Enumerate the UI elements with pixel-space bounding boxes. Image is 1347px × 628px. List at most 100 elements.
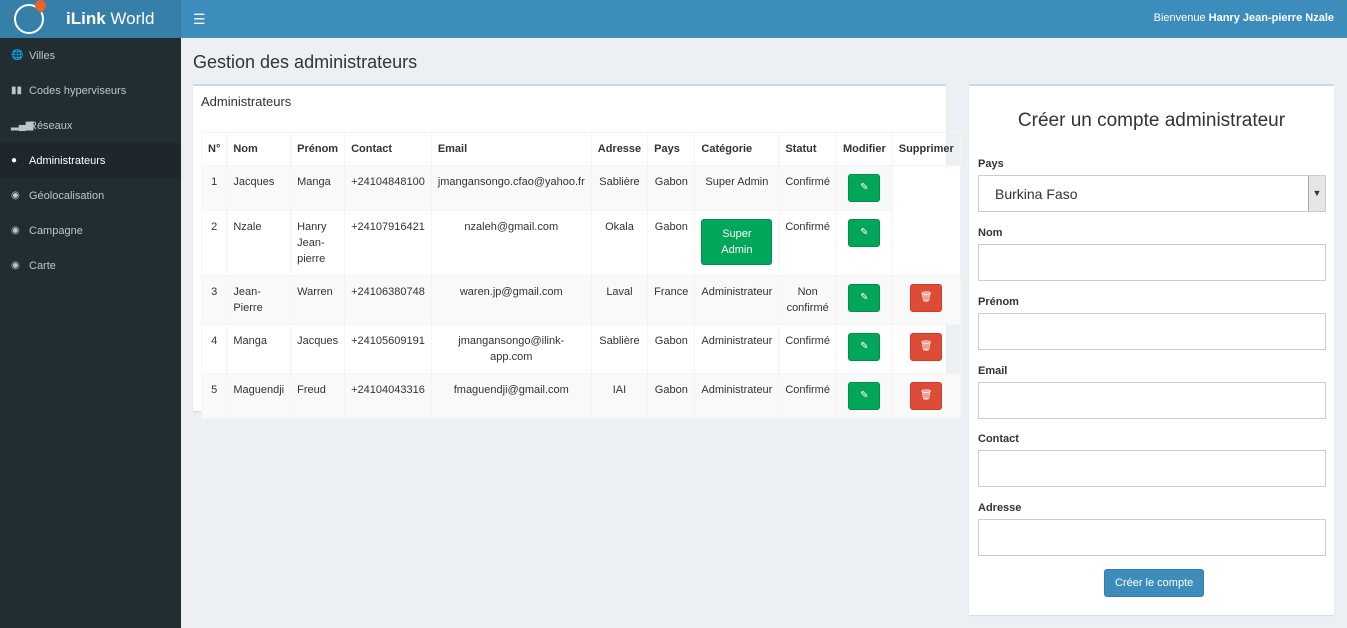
category: Administrateur [701,335,773,347]
logo[interactable]: iLink World [0,0,181,38]
cell-prenom: Hanry Jean-pierre [290,210,346,276]
globe-pin-logo-icon [14,4,44,34]
cell-categorie: Administrateur [694,324,780,374]
cell-prenom: Manga [290,165,346,211]
column-header: Contact [344,132,432,166]
admin-table: N° Nom Prénom Contact Email Adresse Pays Catégo… [200,132,961,419]
edit-icon: ✎ [860,341,869,352]
cell-nom: Manga [226,324,292,374]
cell-statut: Confirmé [778,373,837,419]
delete-button[interactable]: 🗑 [910,284,943,312]
cell-contact: +24104848100 [344,165,432,211]
delete-button[interactable]: 🗑 [910,333,943,361]
table-row: 5 Maguendji Freud +24104043316 fmaguendj… [200,373,961,419]
edit-button[interactable]: ✎ [848,284,881,312]
cell-n: 1 [200,165,228,211]
sidebar-item-2[interactable]: ▂▄▆ Réseaux [0,108,181,143]
table-row: 1 Jacques Manga +24104848100 jmangansong… [200,165,961,211]
sidebar: 🌐 Villes ▮▮ Codes hyperviseurs ▂▄▆ Réseaux ● Ad… [0,38,181,628]
edit-button[interactable]: ✎ [848,219,881,247]
map-marker-icon: ◉ [11,260,20,271]
create-account-button[interactable]: Créer le compte [1104,569,1205,597]
category: Super Admin [705,176,769,188]
contact-label: Contact [978,433,1019,445]
sidebar-item-3[interactable]: ● Administrateurs [0,143,181,178]
prenom-input[interactable] [978,313,1326,350]
table-row: 4 Manga Jacques +24105609191 jmangansong… [200,324,961,374]
chevron-down-icon: ▼ [1308,176,1325,211]
cell-prenom: Warren [290,275,346,325]
pays-select[interactable]: Burkina Faso ▼ [978,175,1326,212]
nom-label: Nom [978,227,1003,239]
welcome-text: Bienvenue Hanry Jean-pierre Nzale [1153,12,1334,24]
cell-email: waren.jp@gmail.com [430,275,592,325]
edit-button[interactable]: ✎ [848,174,881,202]
adresse-input[interactable] [978,519,1326,556]
sidebar-item-label: Villes [29,49,56,62]
sidebar-item-4[interactable]: ◉ Géolocalisation [0,178,181,213]
cell-categorie: Super Admin [694,165,780,211]
table-row: 3 Jean-Pierre Warren +24106380748 waren.… [200,275,961,325]
cell-pays: Gabon [647,373,696,419]
nom-input[interactable] [978,244,1326,281]
sidebar-item-label: Réseaux [29,119,73,132]
globe-icon: 🌐 [11,50,24,61]
column-header: Email [430,132,592,166]
sidebar-item-0[interactable]: 🌐 Villes [0,38,181,73]
cell-adresse: IAI [590,373,649,419]
map-marker-icon: ◉ [11,190,20,201]
edit-icon: ✎ [860,182,869,193]
category: Administrateur [701,384,773,396]
category-button[interactable]: Super Admin [701,219,773,265]
cell-prenom: Jacques [290,324,346,374]
cell-email: nzaleh@gmail.com [430,210,592,276]
cell-adresse: Sablière [590,324,649,374]
sidebar-item-label: Campagne [29,224,83,237]
cell-n: 4 [200,324,228,374]
trash-icon: 🗑 [919,292,933,303]
cell-email: fmaguendji@gmail.com [430,373,592,419]
sidebar-item-5[interactable]: ◉ Campagne [0,213,181,248]
form-title: Créer un compte administrateur [1017,110,1286,131]
prenom-label: Prénom [978,296,1019,308]
cell-pays: Gabon [647,165,696,211]
column-header: Statut [778,132,837,166]
edit-icon: ✎ [860,292,869,303]
category: Administrateur [701,286,773,298]
cell-n: 2 [200,210,228,276]
barcode-icon: ▮▮ [11,85,23,96]
column-header: Catégorie [694,132,780,166]
admin-list-box: Administrateurs N° Nom Prénom Contact Email A… [193,84,961,419]
cell-categorie: Administrateur [694,373,780,419]
cell-statut: Confirmé [778,210,837,276]
column-header: Nom [226,132,292,166]
cell-n: 3 [200,275,228,325]
edit-button[interactable]: ✎ [848,382,881,410]
edit-icon: ✎ [860,227,869,238]
signal-icon: ▂▄▆ [11,120,34,131]
contact-input[interactable] [978,450,1326,487]
sidebar-item-label: Géolocalisation [29,189,105,202]
user-icon: ● [11,155,18,166]
bars-icon[interactable]: ☰ [193,11,206,27]
column-header: N° [200,132,228,166]
column-header: Supprimer [891,132,961,166]
box-title: Administrateurs [201,94,292,109]
cell-email: jmangansongo.cfao@yahoo.fr [430,165,592,211]
delete-button[interactable]: 🗑 [910,382,943,410]
cell-nom: Nzale [226,210,292,276]
cell-categorie: Super Admin [694,210,780,276]
create-admin-form: Créer un compte administrateur Pays Burk… [969,84,1334,615]
sidebar-item-1[interactable]: ▮▮ Codes hyperviseurs [0,73,181,108]
cell-email: jmangansongo@ilink-app.com [430,324,592,374]
cell-nom: Jacques [226,165,292,211]
cell-contact: +24105609191 [344,324,432,374]
cell-pays: France [647,275,696,325]
column-header: Modifier [835,132,893,166]
sidebar-item-label: Carte [29,259,56,272]
edit-button[interactable]: ✎ [848,333,881,361]
email-input[interactable] [978,382,1326,419]
sidebar-item-6[interactable]: ◉ Carte [0,248,181,283]
pays-label: Pays [978,158,1004,170]
column-header: Prénom [290,132,346,166]
